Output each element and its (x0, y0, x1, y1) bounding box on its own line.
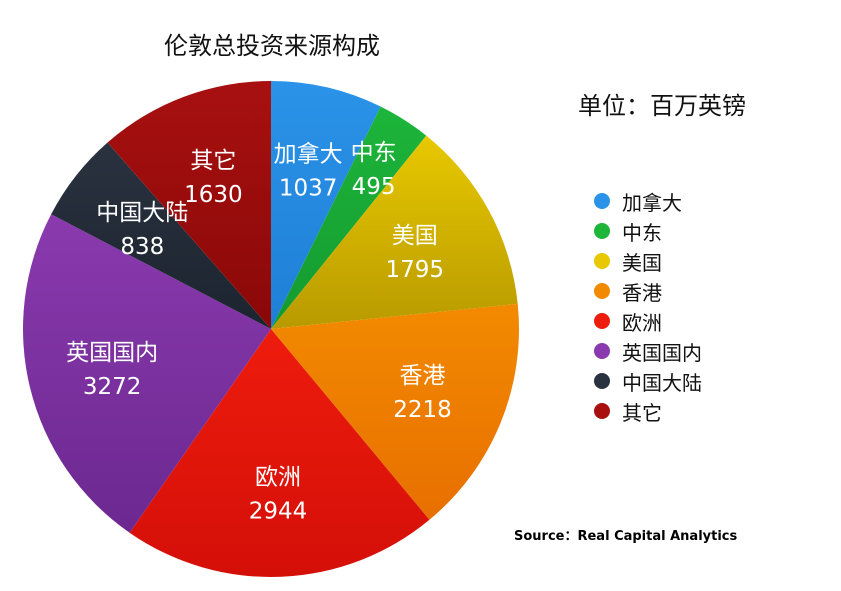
pie-slice-7 (51, 142, 271, 329)
legend-item: 中东 (594, 216, 702, 246)
legend-swatch (594, 253, 610, 269)
legend-label: 中国大陆 (622, 370, 702, 395)
slice-value-label: 495 (352, 174, 396, 200)
legend-label: 香港 (622, 280, 662, 305)
legend-swatch (594, 193, 610, 209)
slice-category-label: 英国国内 (66, 340, 158, 366)
slice-category-label: 其它 (190, 148, 236, 174)
legend-item: 英国国内 (594, 336, 702, 366)
pie-slice-6 (22, 214, 272, 533)
legend-label: 英国国内 (622, 340, 702, 365)
legend-label: 中东 (622, 220, 662, 245)
slice-value-label: 2944 (249, 499, 308, 525)
slice-value-label: 3272 (83, 374, 142, 400)
pie-slice-8 (107, 81, 272, 329)
unit-label: 单位：百万英镑 (578, 92, 746, 120)
legend-swatch (594, 403, 610, 419)
slice-category-label: 欧洲 (255, 465, 301, 491)
legend-label: 美国 (622, 250, 662, 275)
slice-category-label: 美国 (392, 223, 438, 249)
slice-category-label: 加拿大 (274, 141, 343, 168)
legend-swatch (594, 313, 610, 329)
slice-category-label: 香港 (400, 363, 446, 389)
slice-value-label: 2218 (393, 397, 452, 423)
pie-slice-1 (271, 81, 381, 329)
pie-slice-3 (271, 135, 518, 329)
pie-slice-2 (271, 106, 427, 329)
legend-item: 欧洲 (594, 306, 702, 336)
slice-value-label: 1795 (386, 257, 445, 283)
pie-slices (22, 81, 520, 578)
pie-labels: 加拿大 1037 中东 495 美国 1795 香港 2218 欧洲 2944 英国国内 3272 中国… (66, 140, 452, 525)
legend-item: 中国大陆 (594, 366, 702, 396)
slice-value-label: 838 (120, 234, 164, 260)
legend-swatch (594, 283, 610, 299)
legend-label: 欧洲 (622, 310, 662, 335)
slice-value-label: 1037 (279, 176, 338, 202)
slice-category-label: 中东 (351, 140, 397, 166)
chart-title: 伦敦总投资来源构成 (164, 32, 380, 60)
pie-slice-5 (129, 329, 430, 578)
legend-swatch (594, 343, 610, 359)
pie-slice-4 (271, 303, 520, 520)
legend: 加拿大中东美国香港欧洲英国国内中国大陆其它 (594, 186, 702, 426)
legend-item: 加拿大 (594, 186, 702, 216)
legend-item: 美国 (594, 246, 702, 276)
legend-item: 香港 (594, 276, 702, 306)
legend-label: 其它 (622, 400, 662, 425)
slice-category-label: 中国大陆 (96, 200, 188, 226)
legend-item: 其它 (594, 396, 702, 426)
source-note: Source：Real Capital Analytics (514, 529, 738, 544)
slice-value-label: 1630 (184, 182, 243, 208)
legend-label: 加拿大 (622, 190, 682, 215)
legend-swatch (594, 223, 610, 239)
legend-swatch (594, 373, 610, 389)
